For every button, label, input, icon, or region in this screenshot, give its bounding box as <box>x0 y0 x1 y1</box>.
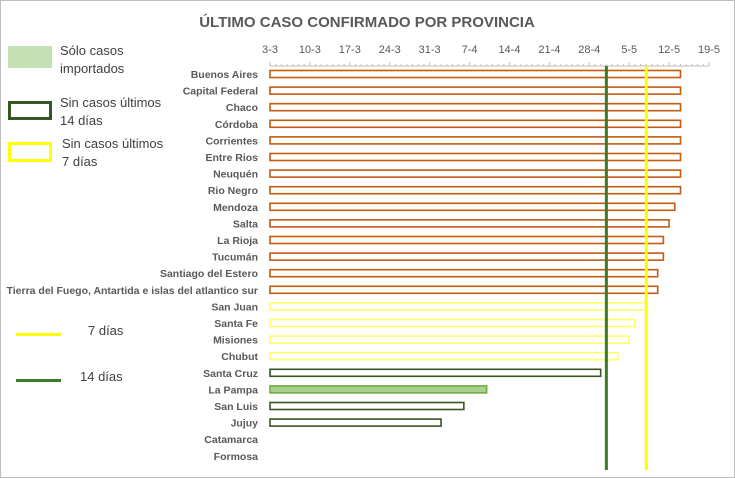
y-tick-label: Santiago del Estero <box>160 268 258 280</box>
x-tick-label: 12-5 <box>658 44 680 56</box>
bar <box>269 202 676 212</box>
bar <box>269 268 659 278</box>
y-tick-label: La Pampa <box>208 384 258 396</box>
x-tick-label: 5-5 <box>621 44 637 56</box>
legend-label-imported-2: importados <box>60 61 125 76</box>
x-tick-label: 21-4 <box>538 44 560 56</box>
x-tick-label: 7-4 <box>462 44 478 56</box>
reference-lines <box>604 66 648 470</box>
y-tick-label: La Rioja <box>217 235 258 247</box>
x-tick-label: 28-4 <box>578 44 600 56</box>
y-tick-label: Entre Rios <box>205 152 258 164</box>
y-tick-label: Buenos Aires <box>191 69 258 81</box>
x-tick-label: 14-4 <box>498 44 520 56</box>
chart-title: ÚLTIMO CASO CONFIRMADO POR PROVINCIA <box>199 13 535 31</box>
y-tick-label: Capital Federal <box>183 86 258 98</box>
x-tick-label: 10-3 <box>299 44 321 56</box>
legend-label-no7-1: Sin casos últimos <box>62 136 164 151</box>
y-tick-label: Tierra del Fuego, Antartida e islas del … <box>7 285 259 297</box>
x-tick-label: 17-3 <box>339 44 361 56</box>
x-tick-label: 19-5 <box>698 44 720 56</box>
legend-line-14 <box>16 379 61 382</box>
bars <box>269 69 682 427</box>
bar <box>269 152 682 162</box>
y-tick-label: Formosa <box>214 451 259 463</box>
y-tick-label: San Luis <box>214 401 258 413</box>
bar <box>269 318 636 328</box>
y-tick-label: Chubut <box>221 351 258 363</box>
y-tick-label: Corrientes <box>205 135 258 147</box>
bar <box>269 136 682 145</box>
x-tick-label: 31-3 <box>419 44 441 56</box>
bar <box>269 185 682 195</box>
bar <box>269 169 682 178</box>
bar <box>269 302 648 311</box>
y-tick-label: Misiones <box>213 335 258 347</box>
y-tick-label: Córdoba <box>215 119 258 131</box>
bar <box>269 252 665 261</box>
legend-line-7 <box>16 333 61 336</box>
legend-label-line-14: 14 días <box>80 369 123 384</box>
y-tick-label: Tucumán <box>212 252 258 264</box>
y-axis-labels: Buenos Aires Capital Federal Chaco Córdoba C… <box>7 69 259 463</box>
legend-label-no14-1: Sin casos últimos <box>60 95 162 110</box>
bar <box>269 219 670 228</box>
legend-label-no7-2: 7 días <box>62 154 98 169</box>
bar <box>269 235 665 245</box>
y-tick-label: Santa Fe <box>214 318 258 330</box>
legend-swatch-no7 <box>8 142 52 162</box>
x-tick-label: 24-3 <box>379 44 401 56</box>
bar <box>269 86 682 95</box>
bar <box>269 368 602 378</box>
bar <box>269 285 659 295</box>
legend-label-no14-2: 14 días <box>60 113 103 128</box>
legend-label-imported-1: Sólo casos <box>60 43 124 58</box>
bar <box>269 418 442 427</box>
y-tick-label: Salta <box>233 218 258 230</box>
legend-swatch-imported <box>8 46 52 68</box>
bar <box>269 119 682 129</box>
y-tick-label: Rio Negro <box>208 185 258 197</box>
y-tick-label: Jujuy <box>231 418 259 430</box>
x-axis: 3-3 10-3 17-3 24-3 31-3 7-4 14-4 21-4 28-4 5-5 12-… <box>262 44 720 67</box>
legend-swatch-no14 <box>8 101 52 120</box>
y-tick-label: Chaco <box>226 102 258 114</box>
y-tick-label: Catamarca <box>204 434 258 446</box>
bar <box>269 401 465 411</box>
legend-label-line-7: 7 días <box>88 323 124 338</box>
bar <box>269 351 619 361</box>
y-tick-label: San Juan <box>211 301 258 313</box>
y-tick-label: Santa Cruz <box>203 368 258 380</box>
bar <box>269 102 682 112</box>
bar <box>269 385 488 394</box>
y-tick-label: Neuquén <box>213 169 258 181</box>
y-tick-label: Mendoza <box>213 202 258 214</box>
bar <box>269 69 682 79</box>
x-tick-label: 3-3 <box>262 44 278 56</box>
bar <box>269 335 630 344</box>
